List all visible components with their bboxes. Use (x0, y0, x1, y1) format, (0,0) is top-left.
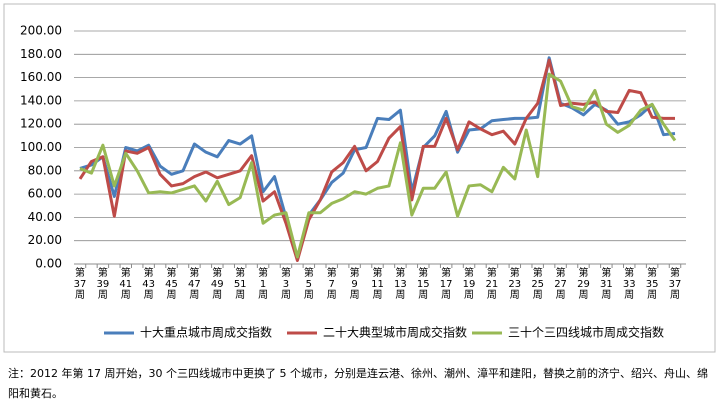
x-tick-label: 第39周 (96, 268, 110, 301)
legend-label: 十大重点城市周成交指数 (140, 325, 272, 340)
x-tick-label: 第25周 (531, 268, 545, 301)
note: 注：2012 年第 17 周开始，30 个三四线城市中更换了 5 个城市，分别是… (8, 367, 708, 400)
x-tick-label: 第29周 (577, 268, 590, 301)
x-tick-label: 第23周 (508, 268, 522, 301)
x-tick-label: 第3周 (280, 268, 291, 301)
x-tick-label: 第37周 (668, 268, 682, 301)
x-tick-label: 第11周 (371, 268, 384, 301)
x-tick-label: 第19周 (462, 268, 476, 301)
series-line (78, 58, 675, 263)
y-tick-label: 180.00 (20, 47, 62, 61)
y-tick-label: 140.00 (20, 93, 62, 107)
legend-label: 三十个三四线城市周成交指数 (508, 325, 664, 340)
series-line (79, 56, 676, 261)
x-tick-label: 第13周 (394, 268, 407, 301)
x-tick-label: 第43周 (142, 268, 155, 301)
x-tick-label: 第33周 (622, 268, 636, 301)
y-tick-label: 200.00 (20, 24, 62, 38)
y-tick-label: 120.00 (20, 117, 62, 131)
y-tick-label: 0.00 (35, 257, 62, 271)
chart-frame (3, 3, 716, 353)
x-tick-label: 第49周 (210, 268, 224, 301)
x-tick-label: 第15周 (416, 268, 430, 301)
series-line (79, 72, 677, 259)
y-tick-label: 100.00 (20, 140, 62, 154)
x-tick-label: 第31周 (599, 268, 613, 301)
y-tick-label: 40.00 (28, 210, 62, 224)
x-tick-label: 第7周 (326, 268, 337, 301)
x-tick-label: 第35周 (645, 268, 659, 301)
x-tick-label: 第9周 (349, 268, 360, 301)
x-tick-label: 第37周 (73, 268, 87, 301)
x-tick-label: 第41周 (119, 268, 133, 301)
x-tick-label: 第5周 (303, 268, 314, 301)
x-tick-label: 第1周 (258, 268, 269, 301)
y-tick-label: 160.00 (20, 70, 62, 84)
y-tick-label: 80.00 (28, 163, 62, 177)
x-tick-label: 第51周 (233, 268, 247, 301)
y-tick-label: 20.00 (28, 233, 62, 247)
x-tick-label: 第45周 (165, 268, 178, 301)
y-tick-label: 60.00 (28, 187, 62, 201)
x-tick-label: 第47周 (188, 268, 201, 301)
legend-label: 二十大典型城市周成交指数 (323, 325, 467, 340)
x-tick-label: 第27周 (554, 268, 567, 301)
x-tick-label: 第17周 (439, 268, 453, 301)
x-tick-label: 第21周 (485, 268, 499, 301)
